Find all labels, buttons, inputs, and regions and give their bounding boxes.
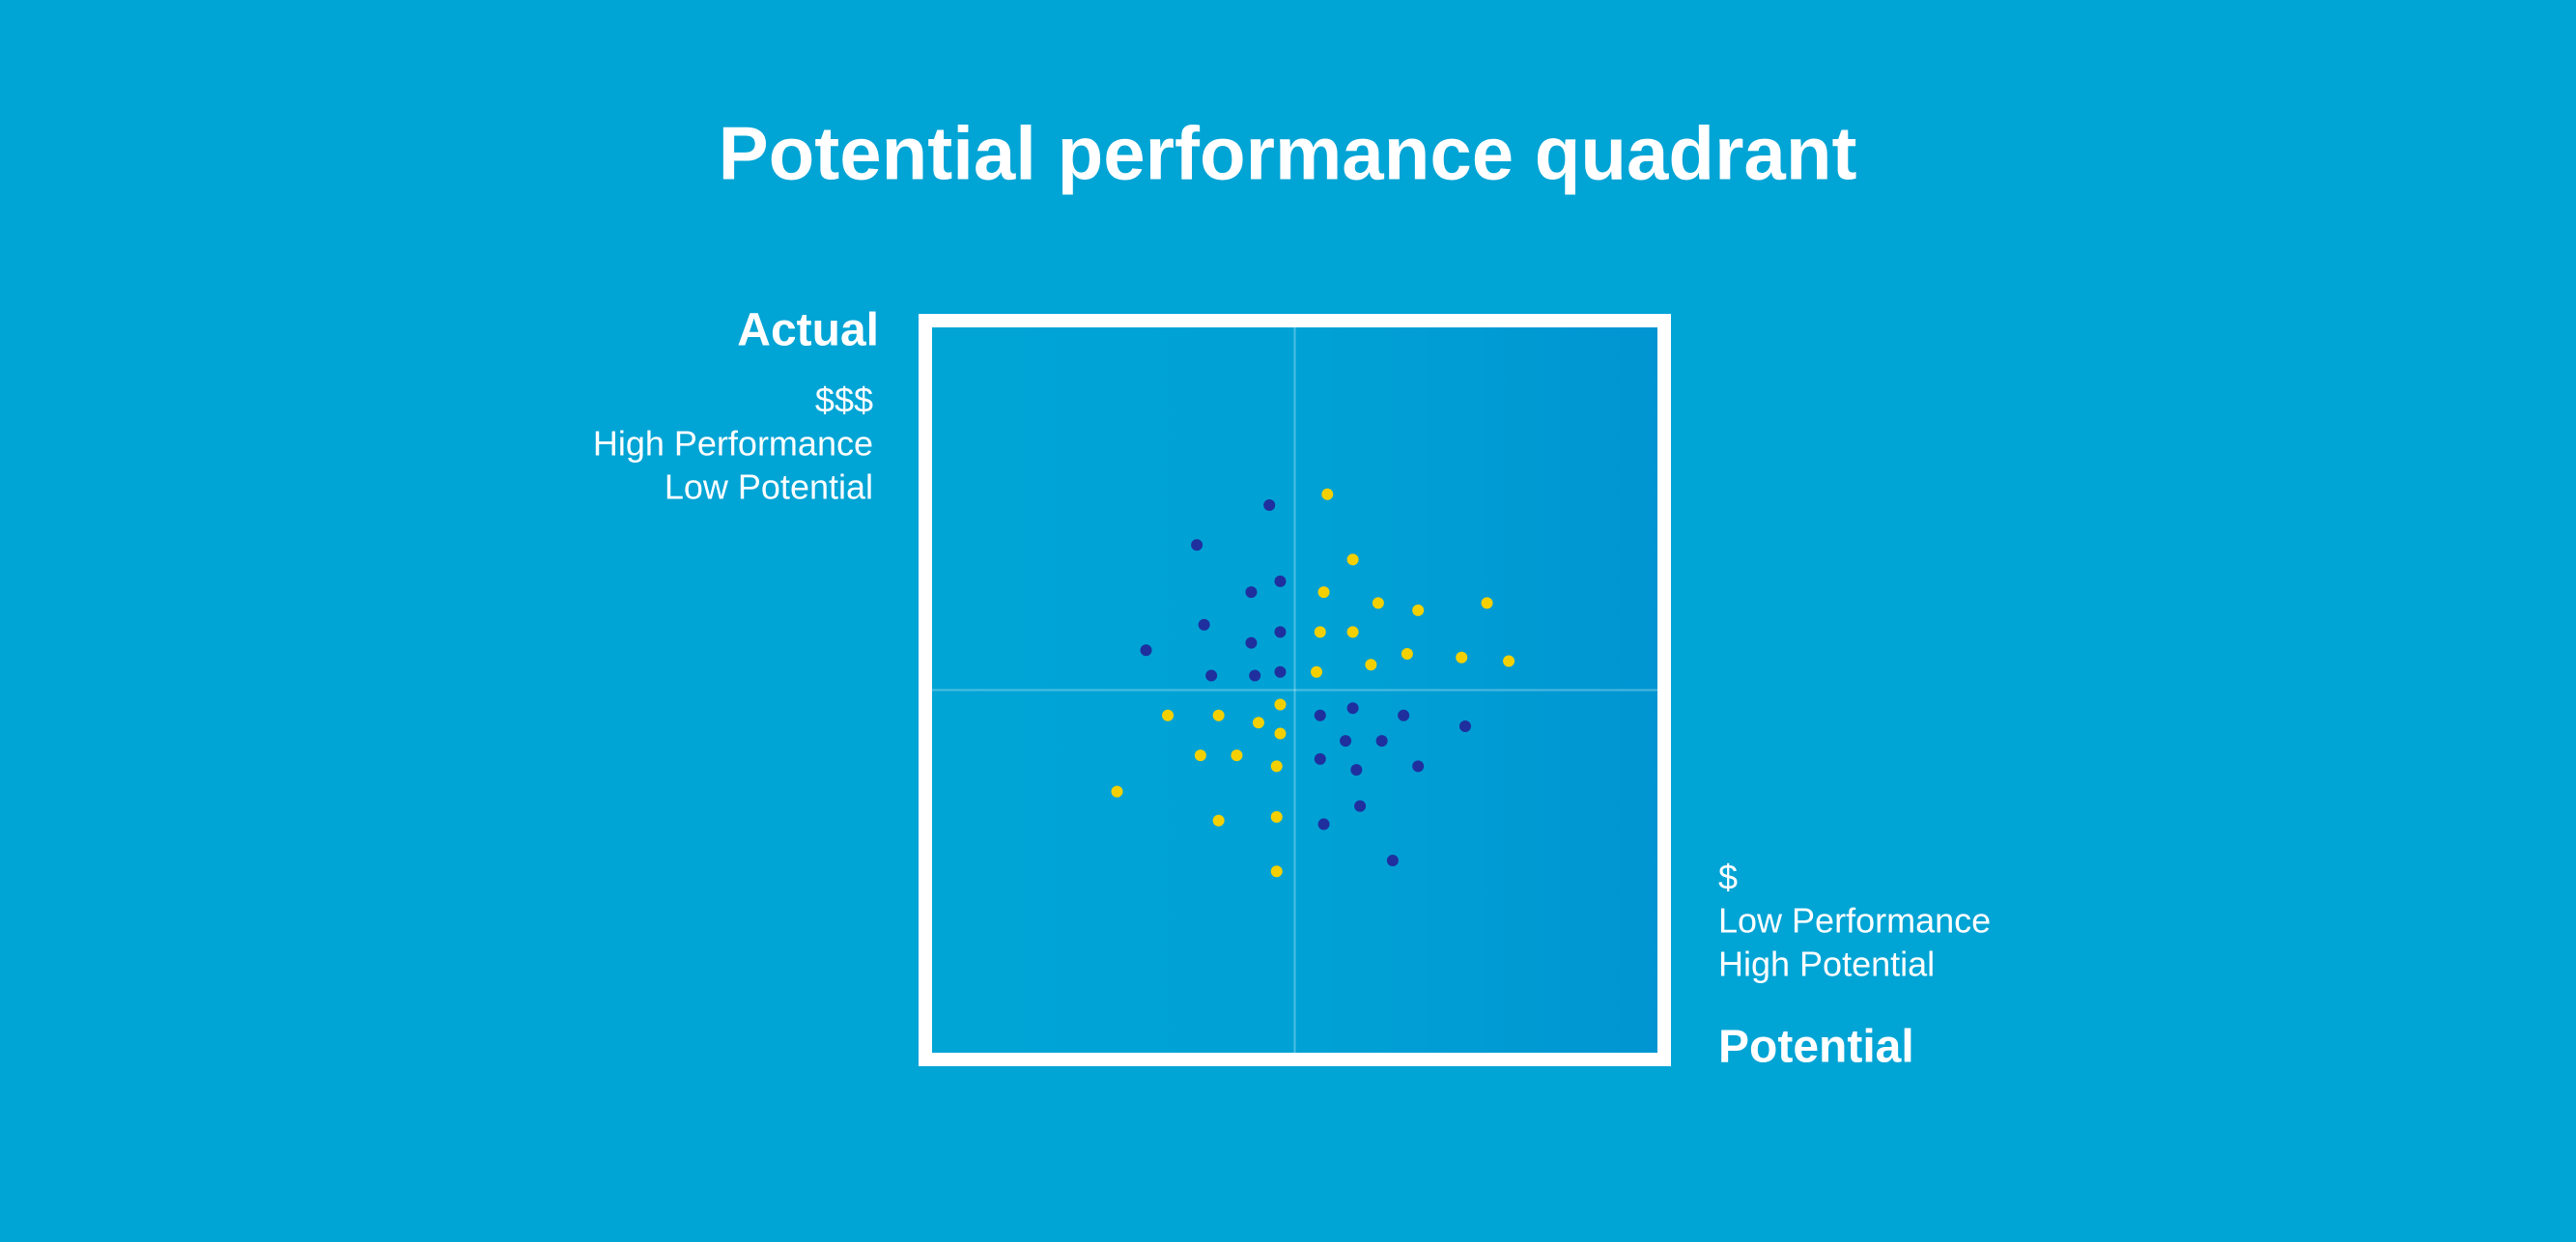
scatter-point xyxy=(1270,865,1283,878)
scatter-point xyxy=(1372,597,1384,609)
scatter-point xyxy=(1321,488,1334,500)
scatter-point xyxy=(1245,636,1258,649)
scatter-point xyxy=(1231,749,1243,762)
quadrant-note: High Potential xyxy=(1718,945,1935,984)
scatter-point xyxy=(1245,586,1258,599)
scatter-point xyxy=(1375,735,1388,748)
scatter-point xyxy=(1252,717,1264,729)
scatter-point xyxy=(1346,702,1359,715)
scatter-point xyxy=(1274,665,1287,678)
scatter-point xyxy=(1249,669,1261,682)
quadrant-note: High Performance xyxy=(593,424,873,464)
scatter-point xyxy=(1481,597,1493,609)
quadrant-note: $$$ xyxy=(815,381,873,420)
scatter-point xyxy=(1274,575,1287,587)
scatter-point xyxy=(1311,665,1323,678)
scatter-point xyxy=(1346,553,1359,566)
scatter-point xyxy=(1354,800,1367,812)
scatter-point xyxy=(1274,727,1287,740)
scatter-point xyxy=(1314,626,1326,638)
scatter-point xyxy=(1212,709,1225,721)
scatter-point xyxy=(1346,626,1359,638)
scatter-point xyxy=(1456,651,1468,663)
scatter-point xyxy=(1412,760,1425,773)
scatter-point xyxy=(1194,749,1206,762)
scatter-point xyxy=(1398,709,1410,721)
scatter-point xyxy=(1314,709,1326,721)
scatter-point xyxy=(1263,498,1276,511)
scatter-point xyxy=(1386,854,1399,866)
scatter-point xyxy=(1503,655,1515,667)
x-axis-label: Potential xyxy=(1718,1022,1914,1073)
scatter-point xyxy=(1365,659,1377,671)
scatter-point xyxy=(1401,647,1413,660)
scatter-point xyxy=(1458,720,1471,733)
scatter-point xyxy=(1111,785,1123,798)
y-axis-label: Actual xyxy=(737,305,879,356)
scatter-point xyxy=(1140,644,1152,657)
scatter-point xyxy=(1412,604,1425,616)
quadrant-note: $ xyxy=(1718,858,1738,897)
scatter-point xyxy=(1205,669,1218,682)
scatter-point xyxy=(1317,586,1330,599)
quadrant-note: Low Performance xyxy=(1718,901,1991,941)
quadrant-note: Low Potential xyxy=(665,467,873,507)
scatter-point xyxy=(1270,810,1283,823)
scatter-point xyxy=(1317,818,1330,831)
scatter-point xyxy=(1162,709,1175,721)
scatter-point xyxy=(1350,764,1363,776)
scatter-point xyxy=(1314,752,1326,765)
quadrant-frame xyxy=(919,314,1671,1066)
scatter-point xyxy=(1340,735,1352,748)
scatter-point xyxy=(1270,760,1283,773)
scatter-point xyxy=(1198,618,1210,631)
chart-title: Potential performance quadrant xyxy=(719,111,1857,196)
scatter-point xyxy=(1274,626,1287,638)
scatter-point xyxy=(1212,814,1225,827)
scatter-point xyxy=(1191,539,1203,551)
scatter-point xyxy=(1274,698,1287,711)
